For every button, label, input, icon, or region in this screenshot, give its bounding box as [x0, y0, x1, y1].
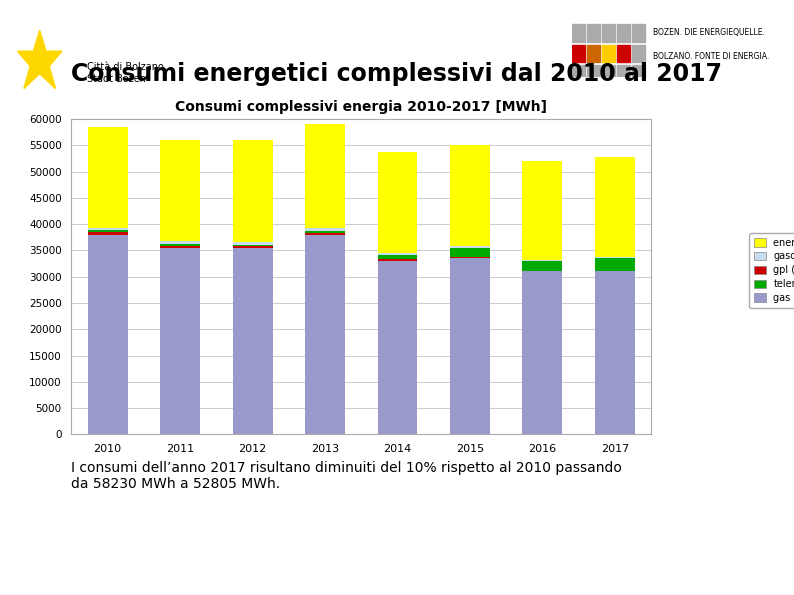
- Text: Consumi energetici complessivi dal 2010 al 2017: Consumi energetici complessivi dal 2010 …: [71, 62, 723, 86]
- Bar: [522, 271, 562, 434]
- Text: Città di Bolzano
Stadt Bozen: Città di Bolzano Stadt Bozen: [87, 62, 164, 84]
- Polygon shape: [17, 30, 62, 89]
- Title: Consumi complessivi energia 2010-2017 [MWh]: Consumi complessivi energia 2010-2017 [M…: [175, 100, 547, 114]
- Bar: [160, 242, 200, 244]
- Bar: [88, 228, 128, 230]
- Bar: [88, 230, 128, 232]
- Bar: [160, 246, 200, 248]
- Bar: [378, 253, 418, 255]
- Bar: [378, 152, 418, 253]
- Bar: [160, 248, 200, 434]
- Bar: [233, 242, 272, 245]
- Bar: [572, 24, 584, 42]
- Bar: [450, 145, 490, 246]
- Bar: [305, 124, 345, 228]
- Text: BOLZANO. FONTE DI ENERGIA.: BOLZANO. FONTE DI ENERGIA.: [653, 52, 769, 61]
- Bar: [378, 255, 418, 259]
- Bar: [587, 24, 599, 42]
- Bar: [617, 65, 630, 83]
- Bar: [587, 45, 599, 62]
- Text: I consumi dell’anno 2017 risultano diminuiti del 10% rispetto al 2010 passando
d: I consumi dell’anno 2017 risultano dimin…: [71, 461, 622, 491]
- Bar: [595, 271, 634, 434]
- Bar: [233, 140, 272, 242]
- Legend: energia elettrica, gasolio, gpl (fino al 2014), teleriscaldamento, gas naturale: energia elettrica, gasolio, gpl (fino al…: [749, 233, 794, 308]
- Bar: [450, 246, 490, 248]
- Bar: [617, 45, 630, 62]
- Bar: [602, 65, 615, 83]
- Bar: [522, 161, 562, 260]
- Bar: [522, 261, 562, 271]
- Text: BOZEN. DIE ENERGIEQUELLE.: BOZEN. DIE ENERGIEQUELLE.: [653, 28, 765, 37]
- Bar: [595, 256, 634, 258]
- Bar: [378, 261, 418, 434]
- Bar: [602, 45, 615, 62]
- Bar: [305, 231, 345, 233]
- Bar: [233, 248, 272, 434]
- Bar: [522, 260, 562, 261]
- Bar: [233, 246, 272, 248]
- Bar: [305, 234, 345, 434]
- Bar: [617, 24, 630, 42]
- Bar: [632, 45, 645, 62]
- Bar: [587, 65, 599, 83]
- Bar: [595, 157, 634, 256]
- Bar: [88, 234, 128, 434]
- Bar: [305, 228, 345, 231]
- Bar: [88, 127, 128, 228]
- Bar: [450, 257, 490, 258]
- Bar: [160, 140, 200, 242]
- Bar: [572, 45, 584, 62]
- Bar: [305, 233, 345, 234]
- Bar: [450, 258, 490, 434]
- Bar: [233, 245, 272, 246]
- Bar: [88, 232, 128, 234]
- Bar: [632, 24, 645, 42]
- Bar: [632, 65, 645, 83]
- Bar: [160, 244, 200, 246]
- Bar: [602, 24, 615, 42]
- Bar: [378, 259, 418, 261]
- Bar: [572, 65, 584, 83]
- Bar: [450, 248, 490, 257]
- Bar: [595, 258, 634, 271]
